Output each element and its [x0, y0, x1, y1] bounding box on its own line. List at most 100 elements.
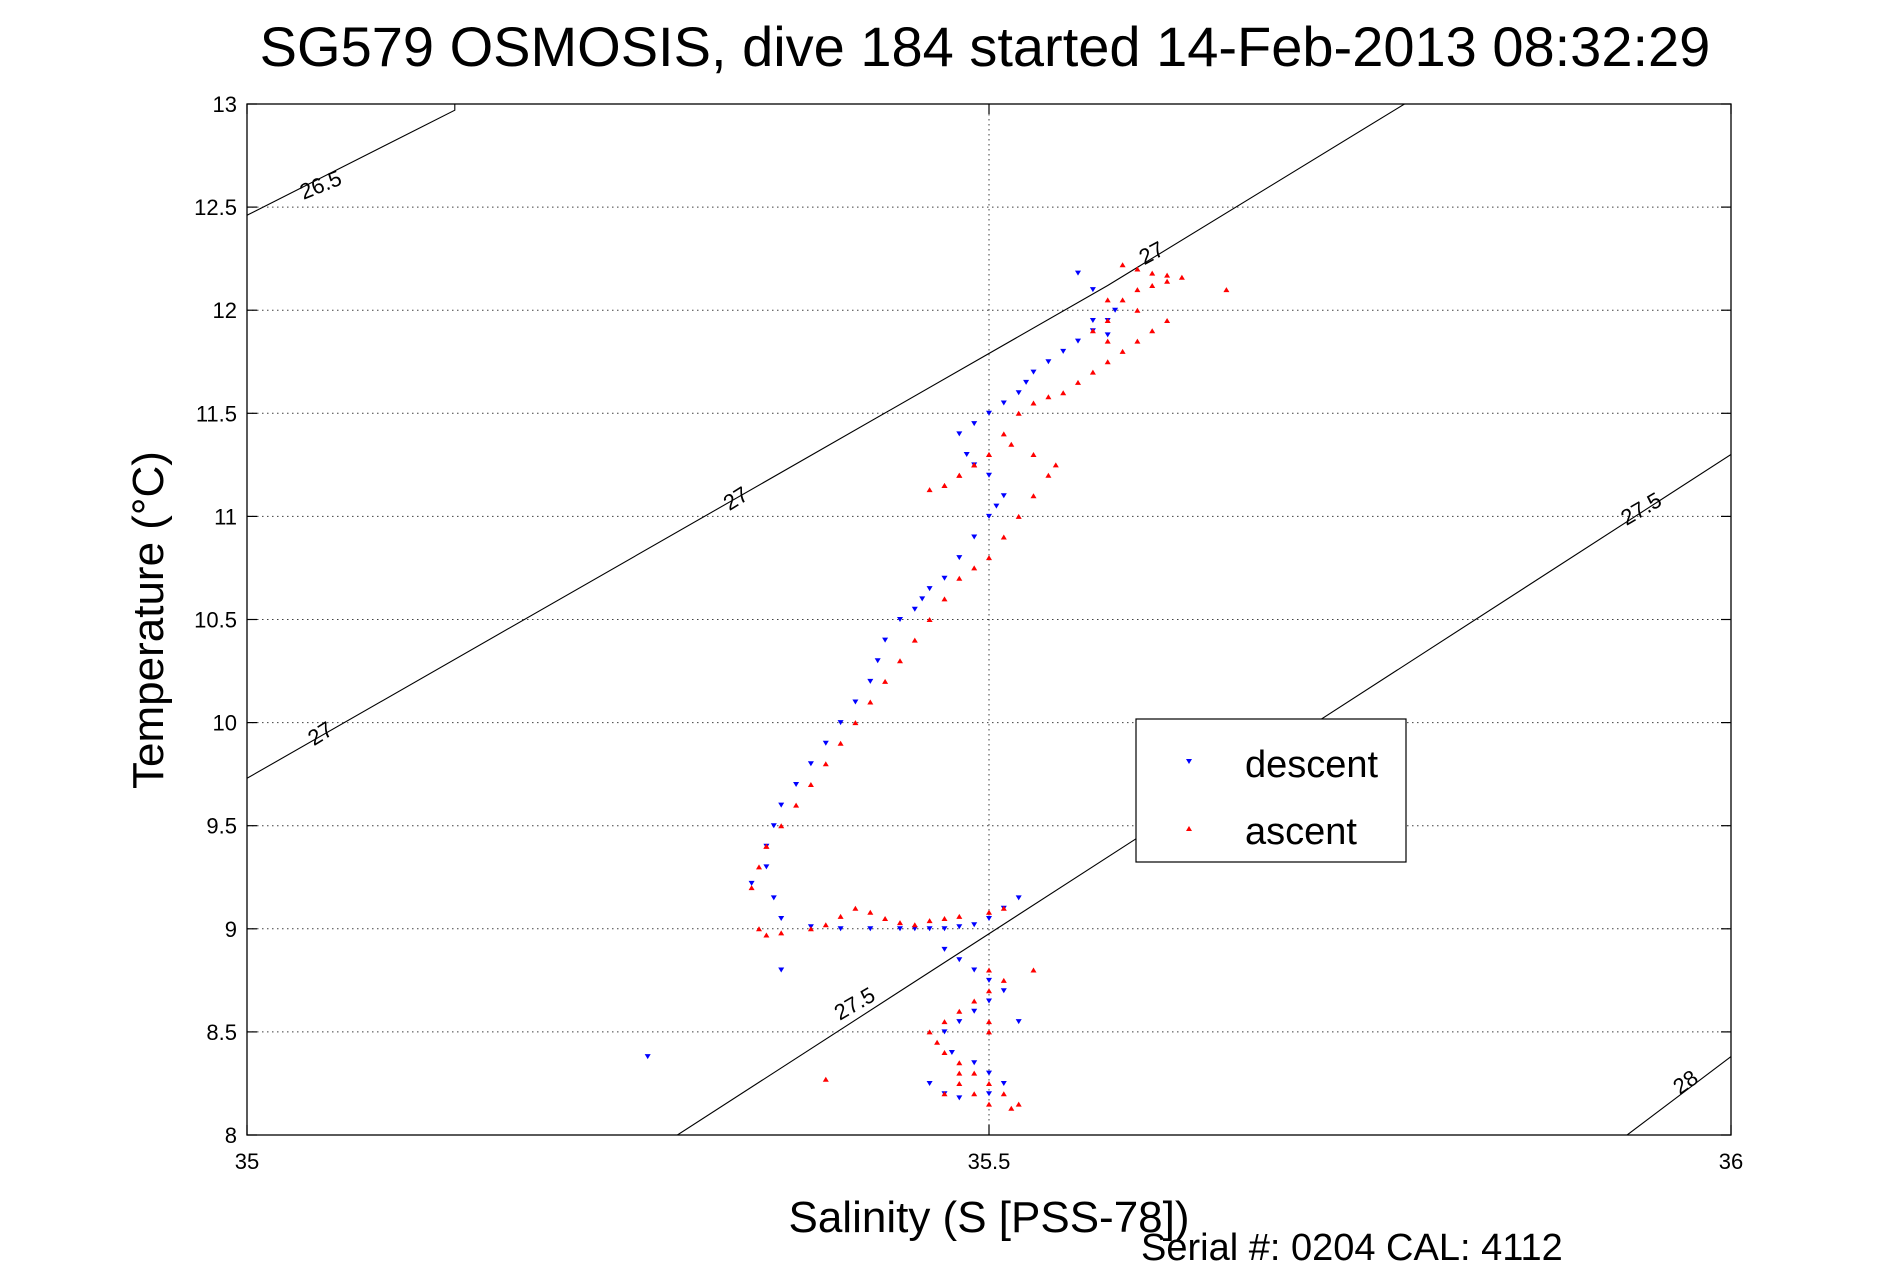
descent-point: [1089, 287, 1096, 293]
x-tick-label: 35.5: [968, 1149, 1011, 1174]
legend-ascent-label: ascent: [1245, 811, 1357, 853]
descent-point: [956, 957, 963, 963]
ascent-point: [1119, 297, 1126, 303]
descent-point: [1045, 359, 1052, 365]
descent-point: [956, 1019, 963, 1025]
ascent-point: [1164, 272, 1171, 278]
descent-point: [971, 534, 978, 540]
descent-point: [986, 472, 992, 478]
descent-point: [852, 699, 859, 705]
descent-point: [971, 1060, 978, 1066]
ascent-point: [1104, 338, 1111, 344]
data-points: [644, 262, 1230, 1111]
legend: descent ascent: [1135, 718, 1407, 863]
descent-point: [1015, 895, 1022, 901]
y-tick-label: 9.5: [206, 814, 237, 839]
descent-point: [971, 1008, 978, 1014]
descent-point: [867, 926, 874, 932]
x-tick-label: 35: [235, 1149, 259, 1174]
y-tick-label: 8: [225, 1123, 237, 1148]
ascent-point: [986, 1101, 992, 1107]
ascent-point: [852, 720, 859, 726]
y-tick-label: 11.5: [196, 401, 237, 426]
ascent-point: [897, 920, 903, 926]
descent-point: [941, 575, 948, 581]
descent-point: [778, 916, 785, 921]
descent-point: [971, 922, 978, 928]
descent-point: [911, 926, 918, 932]
descent-point: [971, 421, 978, 427]
descent-point: [1000, 400, 1007, 406]
ascent-point: [756, 926, 762, 932]
descent-point: [1023, 379, 1030, 385]
descent-point: [956, 555, 963, 561]
ascent-point: [986, 1081, 992, 1086]
ascent-point: [867, 699, 874, 705]
descent-point: [986, 1070, 992, 1076]
ascent-point: [986, 967, 992, 973]
ascent-point: [1089, 328, 1096, 334]
descent-point: [986, 1091, 992, 1097]
ascent-point: [882, 916, 889, 921]
ascent-point: [1045, 394, 1052, 400]
ascent-point: [971, 565, 978, 571]
descent-point: [926, 1081, 933, 1086]
ascent-point: [822, 761, 829, 767]
ascent-point: [941, 1091, 948, 1097]
axis-ticks: 8 8.5 9 9.5 10 10.5 11 11.5 12 12.5 13 35 35.5 36: [194, 92, 1743, 1174]
descent-point: [874, 658, 881, 664]
ascent-point: [956, 1060, 963, 1066]
descent-point: [956, 924, 963, 930]
descent-point: [1030, 369, 1037, 375]
ascent-point: [756, 864, 762, 870]
ascent-point: [1000, 905, 1007, 911]
descent-point: [837, 926, 844, 932]
ascent-point: [1104, 297, 1111, 303]
y-tick-label: 10: [213, 711, 237, 736]
descent-point: [837, 720, 844, 726]
legend-descent-label: descent: [1245, 744, 1379, 786]
descent-point: [911, 606, 918, 612]
isopycnal-27: [247, 104, 1405, 779]
ascent-point: [986, 909, 992, 915]
y-tick-label: 12.5: [194, 195, 237, 220]
ascent-point: [911, 922, 918, 928]
ascent-point: [986, 1019, 992, 1025]
ascent-point: [778, 930, 785, 936]
ascent-point: [1030, 452, 1037, 457]
descent-point: [867, 678, 874, 684]
y-tick-label: 11: [214, 504, 237, 529]
y-tick-label: 10.5: [194, 608, 237, 633]
descent-point: [748, 880, 755, 886]
descent-point: [948, 1050, 955, 1055]
ascent-point: [1134, 307, 1141, 313]
ascent-point: [1015, 1101, 1022, 1107]
ascent-point: [1075, 379, 1081, 385]
ascent-point: [882, 678, 889, 684]
ascent-point: [934, 1039, 941, 1045]
ascent-point: [1045, 472, 1052, 478]
descent-point: [956, 1095, 963, 1101]
ascent-point: [1000, 1091, 1007, 1097]
ascent-point: [1000, 431, 1007, 437]
ascent-point: [1149, 270, 1156, 276]
ascent-point: [822, 922, 829, 928]
ascent-point: [971, 998, 978, 1004]
descent-point: [807, 761, 814, 767]
x-tick-label: 36: [1719, 1149, 1743, 1174]
chart-title: SG579 OSMOSIS, dive 184 started 14-Feb-2…: [260, 15, 1711, 78]
descent-point: [1104, 332, 1111, 338]
ascent-point: [1104, 359, 1111, 365]
descent-point: [986, 998, 992, 1004]
ascent-point: [956, 1008, 963, 1014]
ascent-point: [986, 1029, 992, 1035]
ascent-point: [1030, 400, 1037, 406]
ascent-point: [926, 617, 933, 622]
ascent-point: [1149, 328, 1156, 334]
ascent-point: [822, 1076, 829, 1082]
descent-point: [986, 513, 992, 519]
ascent-point: [837, 913, 844, 919]
ascent-point: [1008, 1105, 1015, 1111]
descent-point: [1075, 338, 1081, 344]
ascent-point: [1164, 278, 1171, 284]
